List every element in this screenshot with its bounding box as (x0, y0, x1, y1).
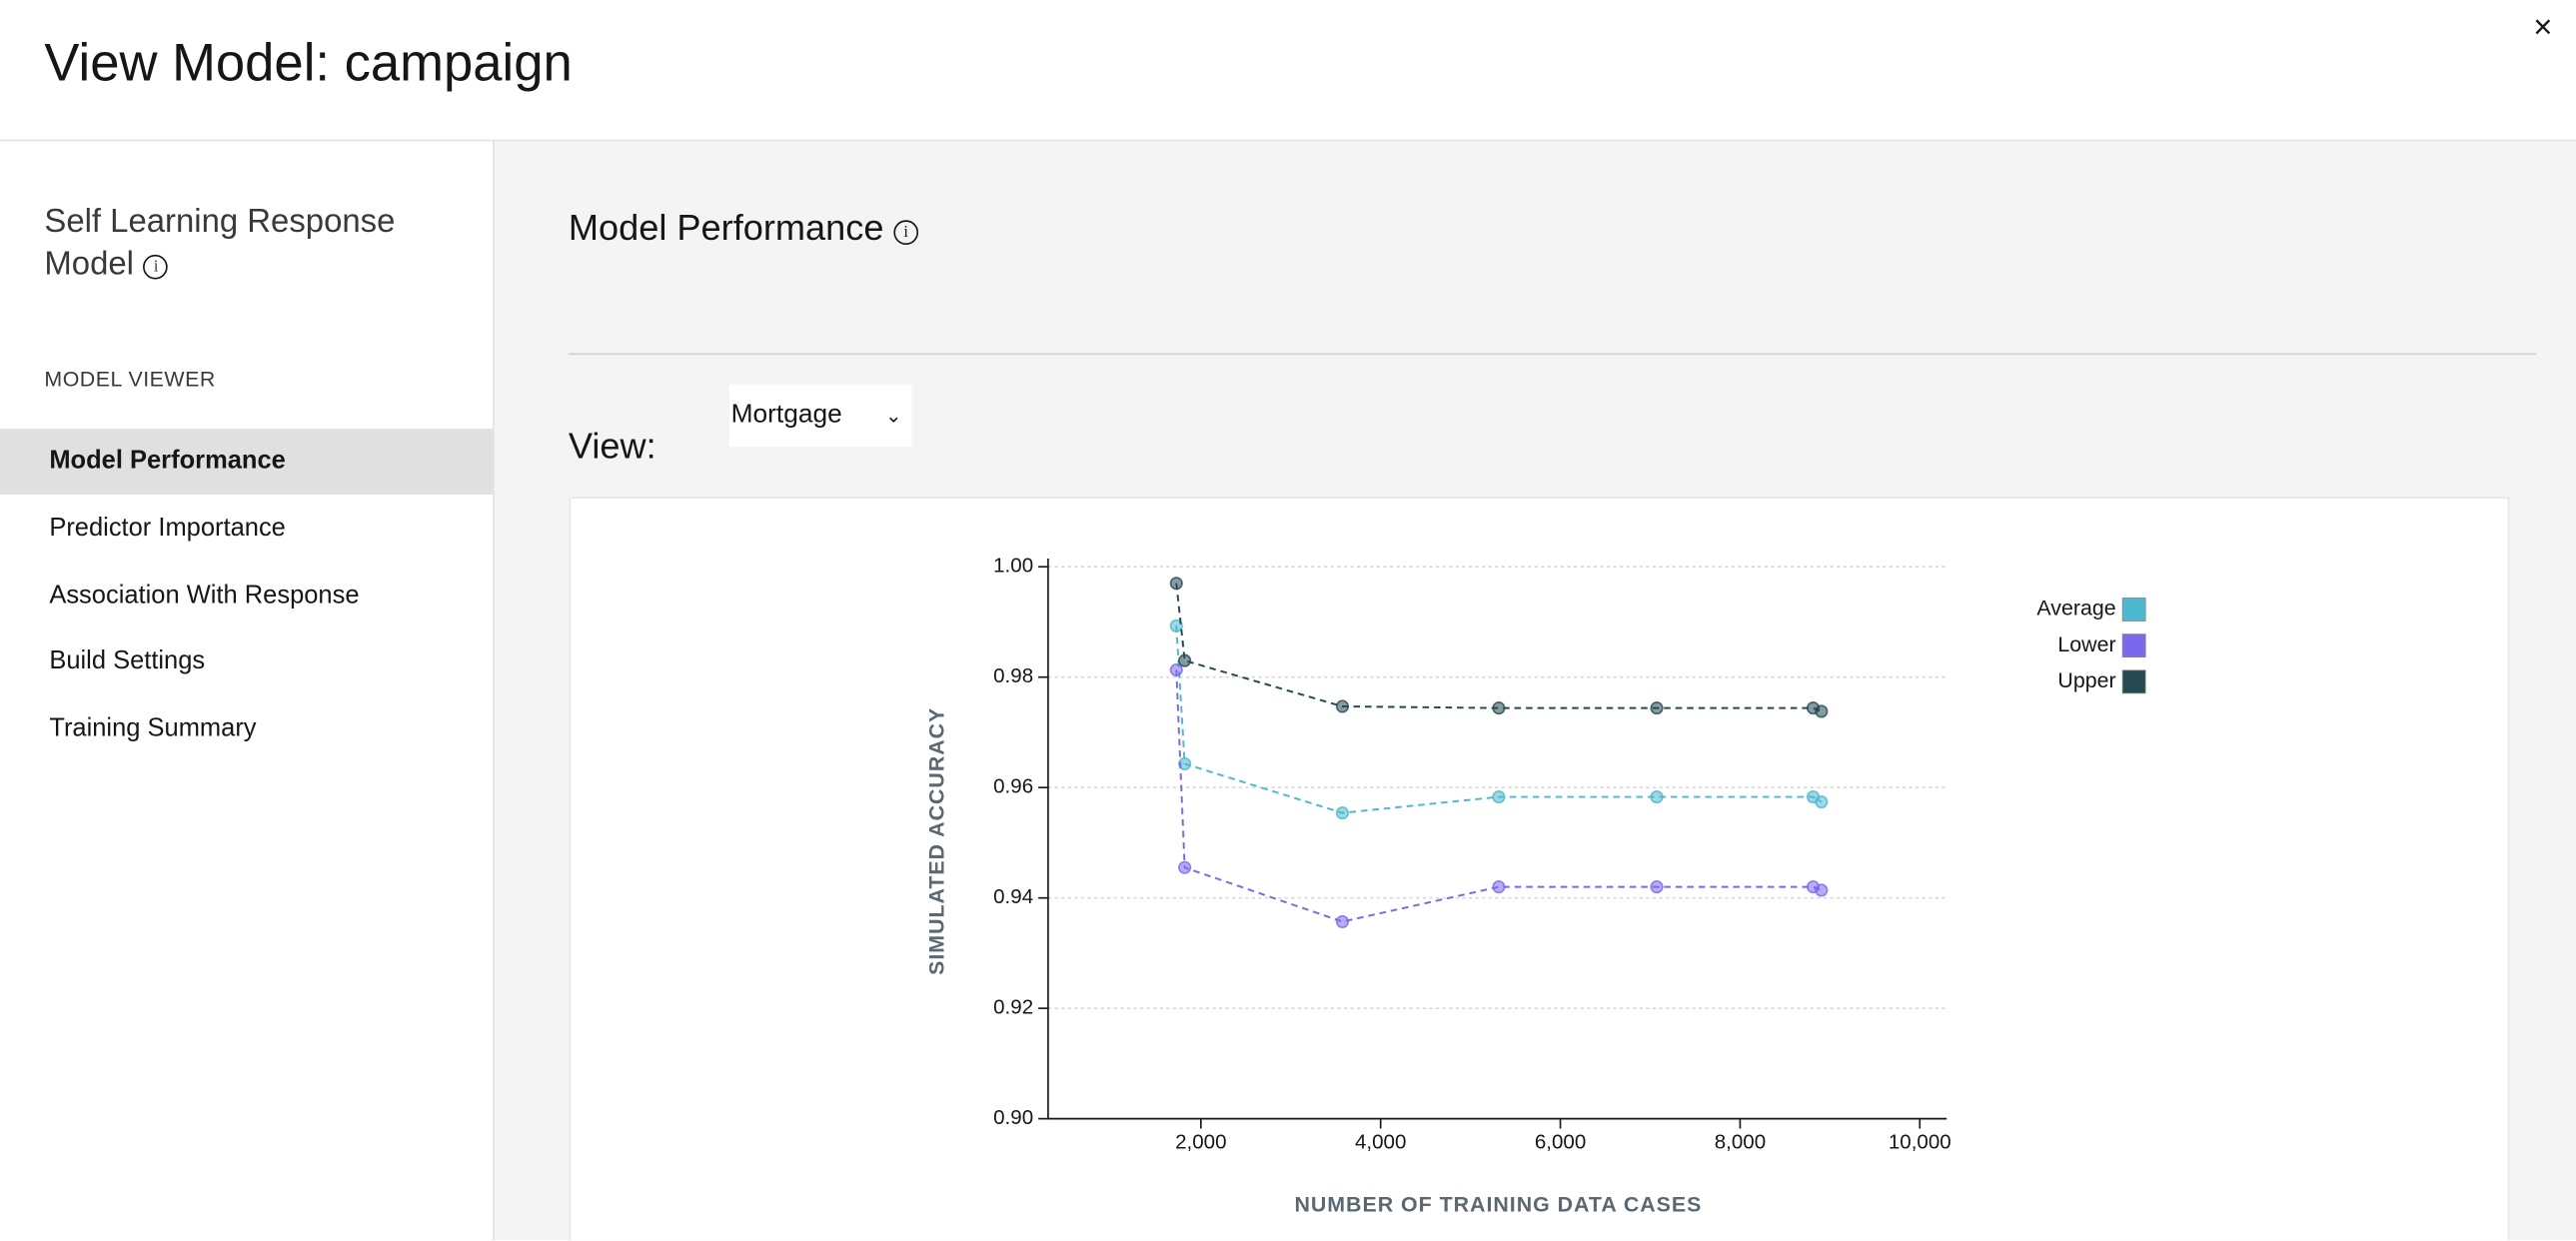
select-value: Mortgage (730, 401, 842, 430)
data-point (1178, 756, 1192, 771)
data-point (1650, 789, 1664, 804)
legend-swatch (2121, 669, 2146, 694)
y-axis-title: SIMULATED ACCURACY (924, 707, 948, 975)
nav-item[interactable]: Association With Response (49, 582, 360, 610)
legend-swatch (2121, 598, 2146, 621)
data-point (1650, 701, 1664, 715)
header (0, 0, 2576, 142)
view-select[interactable]: Mortgage ⌄ (728, 384, 912, 448)
sidebar-title: Self Learning Response Model i (44, 201, 455, 286)
x-tick-label: 10,000 (1889, 1131, 1951, 1154)
x-tick-label: 6,000 (1535, 1131, 1586, 1154)
data-point (1492, 701, 1506, 715)
nav-item[interactable]: Build Settings (49, 646, 206, 675)
data-point (1335, 806, 1350, 820)
y-tick-label: 1.00 (993, 555, 1033, 578)
x-tick-label: 2,000 (1175, 1131, 1226, 1154)
legend-label: Upper (2057, 668, 2115, 692)
section-title: Model Performance i (568, 207, 919, 250)
data-point (1178, 653, 1192, 667)
x-axis-title: NUMBER OF TRAINING DATA CASES (1294, 1192, 1702, 1216)
data-point (1492, 789, 1506, 804)
divider (568, 353, 2537, 356)
info-icon[interactable]: i (893, 220, 919, 245)
data-point (1650, 880, 1664, 894)
y-tick-label: 0.90 (993, 1106, 1033, 1129)
data-point (1815, 794, 1829, 809)
data-point (1169, 619, 1183, 632)
y-tick-label: 0.96 (993, 775, 1033, 798)
data-point (1178, 860, 1192, 874)
nav-item[interactable]: Predictor Importance (49, 514, 286, 543)
page-title: View Model: campaign (44, 32, 573, 93)
legend-swatch (2121, 633, 2146, 658)
nav-item[interactable]: Training Summary (49, 714, 257, 743)
view-label: View: (568, 425, 656, 467)
data-point (1169, 577, 1183, 591)
info-icon[interactable]: i (143, 254, 169, 280)
sidebar-title-text: Self Learning Response Model (44, 203, 396, 283)
data-point (1492, 880, 1506, 894)
nav-item[interactable]: Model Performance (0, 429, 494, 495)
x-tick-label: 8,000 (1715, 1131, 1766, 1154)
sidebar (0, 141, 495, 1241)
close-button[interactable]: × (2533, 9, 2553, 47)
chart-panel (569, 497, 2510, 1241)
legend-label: Lower (2057, 632, 2115, 656)
section-title-text: Model Performance (568, 207, 884, 249)
chevron: ⌄ (885, 404, 902, 428)
y-tick-label: 0.98 (993, 664, 1033, 687)
data-point (1815, 704, 1829, 718)
data-point (1335, 914, 1350, 928)
x-tick-label: 4,000 (1355, 1131, 1406, 1154)
section-label: MODEL VIEWER (44, 366, 216, 392)
y-tick-label: 0.94 (993, 885, 1033, 908)
y-tick-label: 0.92 (993, 996, 1033, 1019)
data-point (1815, 883, 1829, 897)
data-point (1335, 699, 1350, 713)
legend-label: Average (2036, 597, 2115, 620)
data-point (1169, 662, 1183, 677)
